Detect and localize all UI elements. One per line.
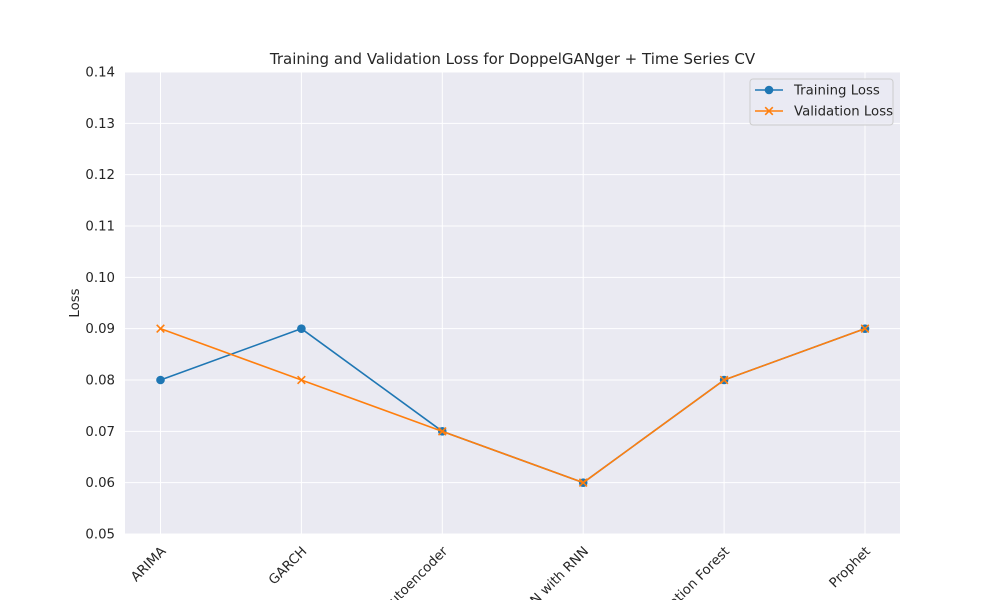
y-tick-label: 0.05 (85, 528, 115, 543)
data-point (578, 478, 588, 488)
legend: Training Loss Validation Loss (749, 78, 894, 126)
legend-label: Training Loss (793, 84, 880, 99)
chart-title: Training and Validation Loss for DoppelG… (269, 50, 756, 68)
plot-background (125, 72, 900, 534)
y-tick-label: 0.11 (85, 220, 115, 235)
legend-frame (749, 78, 894, 126)
y-tick-label: 0.14 (85, 66, 115, 81)
x-tick-labels: ARIMA GARCH Autoencoder GAN with RNN Isolati… (128, 544, 873, 600)
legend-marker (764, 85, 774, 95)
data-point (156, 324, 165, 334)
legend-entry: Training Loss (755, 84, 880, 99)
data-point (719, 375, 729, 385)
legend-marker (764, 106, 774, 116)
legend-label: Validation Loss (794, 105, 893, 120)
data-point (297, 375, 306, 385)
x-tick-label: GARCH (266, 544, 310, 588)
y-tick-label: 0.06 (85, 476, 115, 491)
data-point (860, 324, 870, 334)
y-tick-label: 0.10 (85, 271, 115, 286)
data-point (437, 426, 447, 436)
x-tick-label: Isolation Forest (651, 544, 733, 600)
series-validation-loss (156, 324, 870, 488)
x-tick-label: ARIMA (128, 544, 169, 585)
data-point (297, 324, 306, 333)
data-point (156, 375, 165, 385)
y-tick-label: 0.12 (85, 168, 115, 183)
y-tick-label: 0.09 (85, 322, 115, 337)
legend-entry: Validation Loss (755, 105, 893, 120)
x-tick-label: Prophet (827, 544, 874, 591)
series-layer (156, 324, 870, 488)
y-axis-label: Loss (68, 288, 83, 317)
y-tick-label: 0.07 (85, 425, 115, 440)
y-tick-label: 0.08 (85, 374, 115, 389)
x-tick-label: GAN with RNN (514, 544, 592, 600)
y-tick-label: 0.13 (85, 117, 115, 132)
y-tick-labels: 0.05 0.06 0.07 0.08 0.09 0.10 0.11 0.12 0.13 0.14 (85, 66, 115, 543)
x-tick-label: Autoencoder (380, 544, 451, 600)
grid-layer (125, 71, 900, 535)
series-line (160, 327, 866, 484)
